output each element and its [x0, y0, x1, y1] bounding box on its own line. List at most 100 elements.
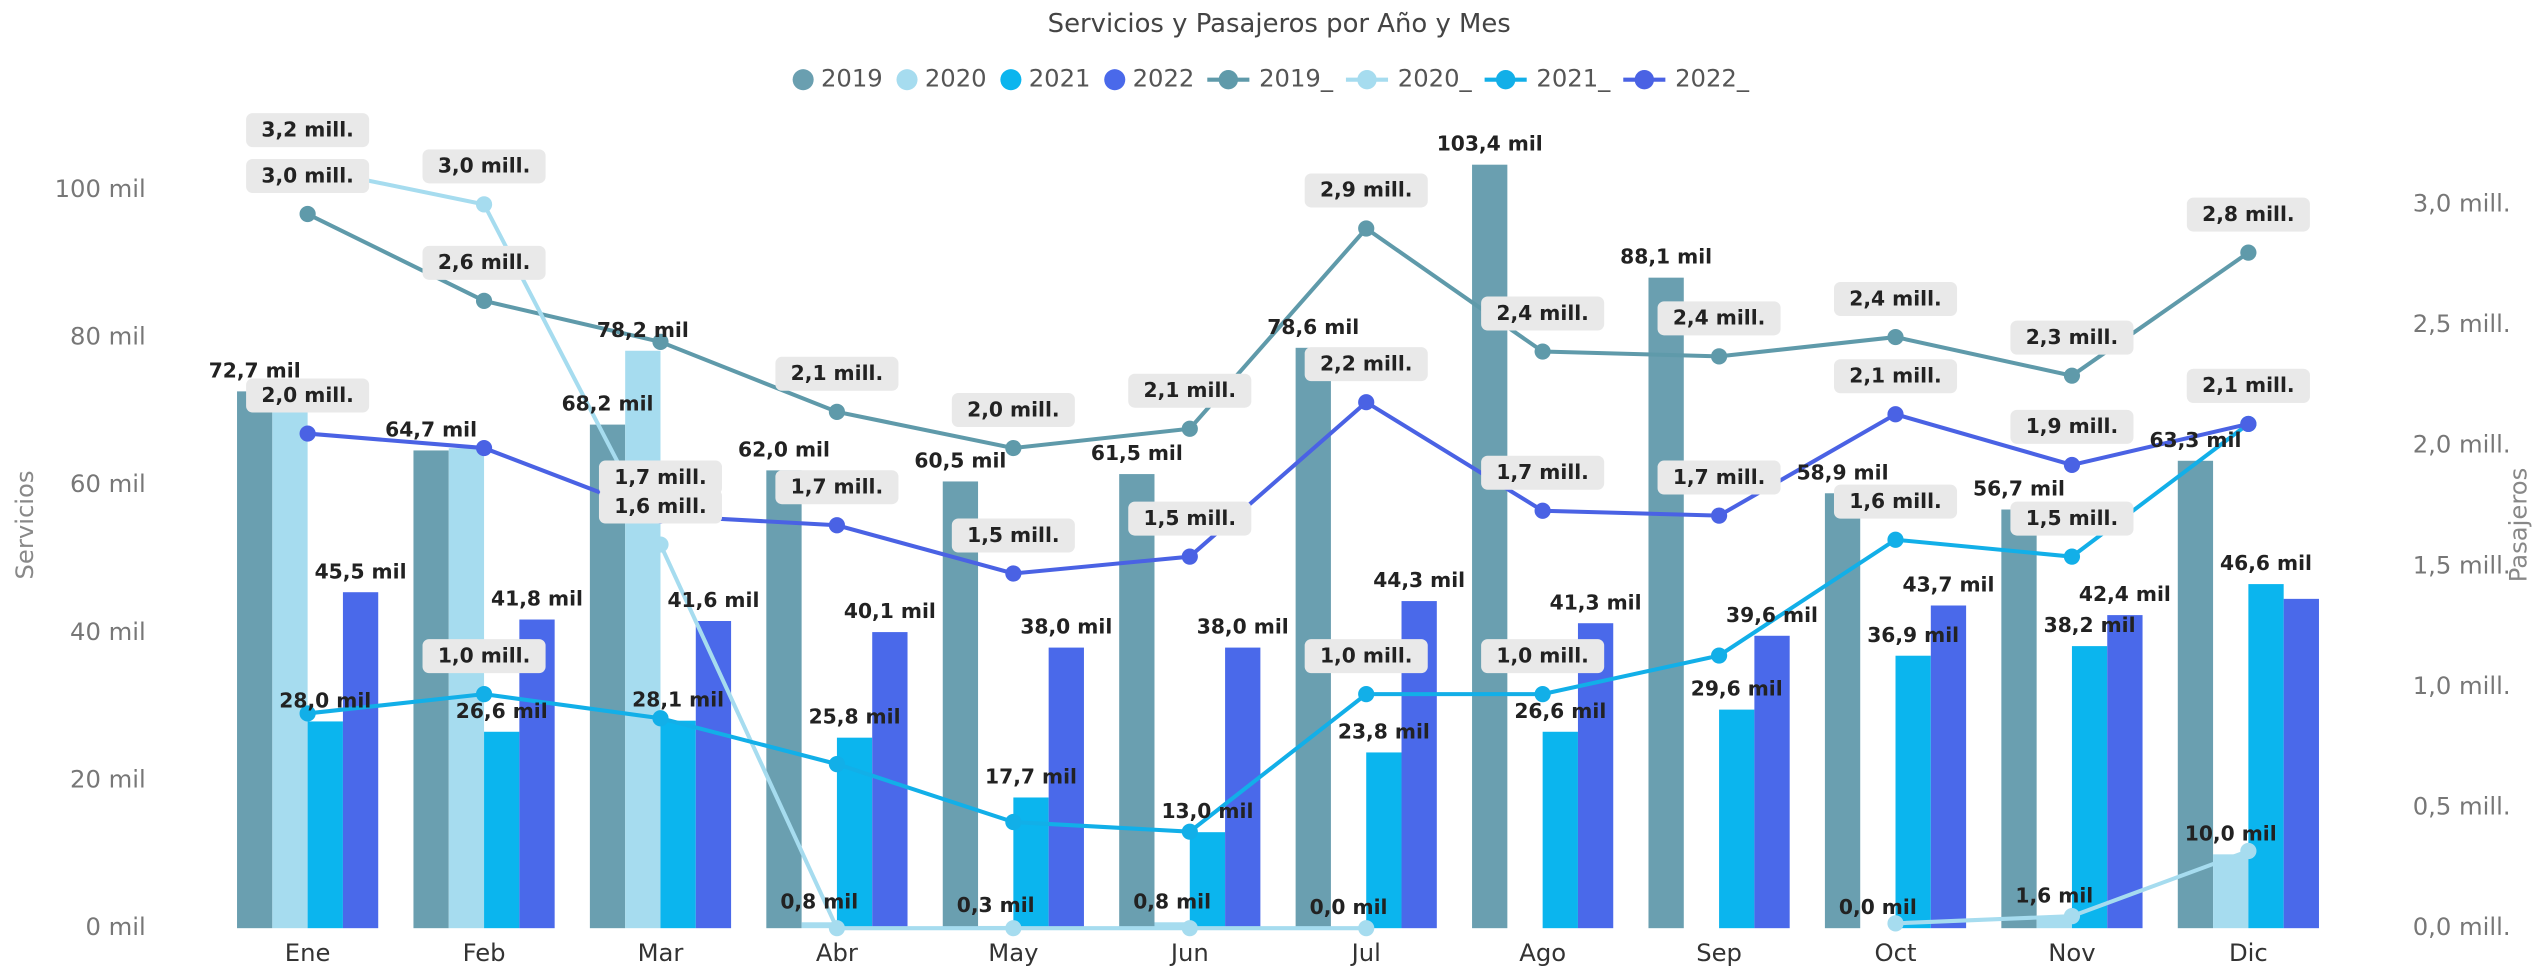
line-value-label: 2,0 mill.: [967, 397, 1059, 421]
label-box: [1304, 173, 1428, 208]
bar: [342, 592, 379, 929]
label-box: [1657, 460, 1781, 495]
legend-label: 2019_: [1259, 64, 1334, 93]
line-value-label: 1,0 mill.: [1320, 643, 1412, 667]
label-box: [246, 158, 370, 193]
bars: [237, 164, 2319, 929]
label-box: [598, 460, 723, 495]
bar: [413, 450, 449, 929]
bar: [307, 721, 343, 929]
bar-value-label: 44,3 mil: [1373, 568, 1465, 592]
line-point: [1005, 565, 1022, 582]
line-point: [1181, 548, 1198, 565]
line-point: [2240, 415, 2257, 433]
line-point: [2240, 244, 2257, 261]
bar-value-label: 43,7 mil: [1902, 573, 1994, 597]
line: [306, 212, 2250, 451]
line-value-label: 1,7 mill.: [1673, 465, 1765, 489]
legend-marker: [1495, 69, 1516, 90]
x-tick-label: Ago: [1519, 938, 1566, 967]
label-box: [1833, 359, 1958, 394]
line-value-label: 1,0 mill.: [1496, 643, 1588, 667]
bar: [1824, 493, 1861, 929]
line-value-label: 3,2 mill.: [261, 117, 353, 141]
bar: [660, 720, 696, 929]
line-value-label: 2,1 mill.: [1144, 378, 1236, 402]
bar-value-label: 46,6 mil: [2220, 551, 2312, 575]
line-point: [1181, 420, 1198, 437]
line-point: [1710, 647, 1728, 664]
line-value-label: 2,4 mill.: [1496, 301, 1588, 325]
label-box: [1657, 301, 1781, 336]
legend-marker: [896, 69, 918, 91]
bar-value-label: 36,9 mil: [1867, 623, 1959, 647]
bar-value-label: 62,0 mil: [738, 437, 830, 461]
line-point: [299, 205, 316, 223]
bar: [2213, 854, 2249, 929]
bar: [1648, 277, 1684, 929]
label-box: [951, 392, 1075, 428]
bar-value-label: 38,0 mil: [1020, 615, 1112, 639]
y2-axis-title: Pasajeros: [2504, 468, 2533, 583]
x-tick-label: Feb: [463, 938, 506, 967]
line-point: [1005, 920, 1022, 937]
bar-value-label: 42,4 mil: [2079, 582, 2171, 606]
bar-value-label: 38,0 mil: [1197, 615, 1289, 639]
label-box: [2010, 409, 2134, 444]
bar: [2177, 460, 2214, 929]
line-value-label: 2,2 mill.: [1320, 351, 1412, 375]
legend-label: 2022_: [1675, 64, 1750, 93]
labels: 72,7 mil 64,7 mil 68,2 mil 62,0 mil 60,5 mil…: [209, 113, 2312, 919]
y2-tick-label: 0,0 mill.: [2413, 912, 2511, 941]
bar-value-label: 26,6 mil: [1514, 699, 1606, 723]
line-point: [2063, 908, 2081, 925]
y2-tick-label: 1,5 mill.: [2413, 550, 2511, 579]
bar-value-label: 68,2 mil: [562, 392, 654, 416]
bar: [1189, 832, 1226, 929]
bar-value-label: 0,0 mil: [1839, 895, 1917, 919]
legend-marker: [1218, 69, 1239, 90]
y-tick-label: 80 mil: [70, 321, 146, 350]
lines: [299, 160, 2257, 937]
bar: [237, 391, 273, 929]
line-point: [2240, 842, 2257, 860]
bar: [2036, 916, 2072, 929]
bar-value-label: 45,5 mil: [315, 559, 407, 583]
line-value-label: 1,9 mill.: [2026, 414, 2118, 438]
bar: [2001, 509, 2037, 929]
line-point: [1358, 394, 1375, 411]
bar: [1895, 655, 1931, 929]
label-box: [1304, 347, 1428, 382]
bar-value-label: 0,3 mil: [957, 893, 1035, 917]
bar-value-label: 63,3 mil: [2149, 428, 2241, 452]
y2-tick-label: 1,0 mill.: [2413, 671, 2511, 700]
label-box: [246, 113, 370, 148]
line-value-label: 1,7 mill.: [791, 475, 883, 499]
line-point: [1710, 507, 1728, 524]
bar: [1577, 623, 1614, 929]
x-tick-label: Nov: [2048, 938, 2095, 967]
bar: [766, 470, 802, 929]
line-point: [1887, 531, 1904, 548]
bar-value-label: 78,6 mil: [1267, 315, 1359, 339]
bar-value-label: 41,6 mil: [667, 588, 759, 612]
line-point: [2063, 367, 2081, 384]
line-value-label: 2,4 mill.: [1673, 306, 1765, 330]
legend-label: 2021: [1029, 64, 1091, 93]
bar: [1048, 647, 1084, 929]
line-point: [652, 536, 669, 553]
line-point: [2063, 548, 2081, 565]
bar: [1154, 922, 1190, 929]
bar: [1119, 474, 1155, 929]
line-value-label: 1,5 mill.: [1144, 506, 1236, 530]
legend-label: 2021_: [1536, 64, 1611, 93]
bar-value-label: 23,8 mil: [1338, 720, 1430, 744]
line-point: [828, 403, 846, 420]
line-point: [475, 292, 493, 309]
line-value-label: 1,5 mill.: [2026, 506, 2118, 530]
line-point: [1710, 348, 1728, 365]
bar: [1472, 164, 1508, 929]
bar: [1930, 605, 1967, 929]
bar-value-label: 56,7 mil: [1973, 477, 2065, 501]
bar: [1542, 731, 1578, 929]
